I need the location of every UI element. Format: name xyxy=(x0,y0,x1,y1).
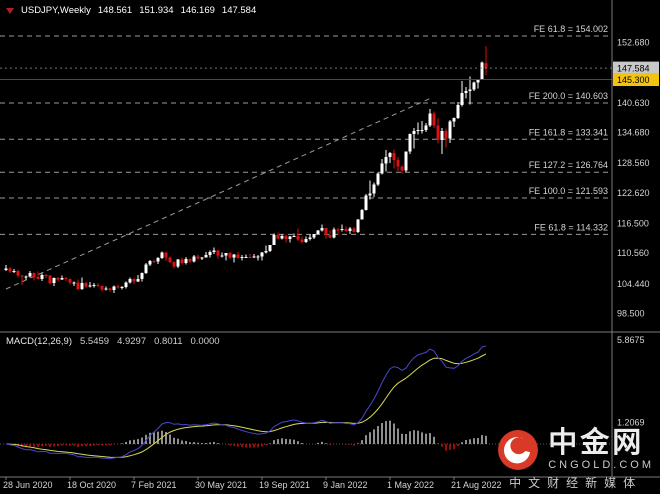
time-axis-label: 18 Oct 2020 xyxy=(67,480,116,490)
time-axis-label: 21 Aug 2022 xyxy=(451,480,502,490)
watermark-title: 中金网 xyxy=(548,427,645,460)
trendline[interactable] xyxy=(5,98,431,290)
macd-axis-label: 5.8675 xyxy=(617,335,645,345)
price-axis-label: 116.500 xyxy=(617,219,649,229)
price-axis[interactable]: 152.680 140.630 134.680 128.560 122.620 116.5… xyxy=(613,38,659,428)
watermark-tagline: 中文财经新媒体 xyxy=(509,476,643,490)
fib-label: FE 127.2 = 126.764 xyxy=(529,160,608,170)
ohlc-low: 146.169 xyxy=(180,5,215,16)
ohlc-close: 147.584 xyxy=(221,5,257,16)
time-axis-label: 1 May 2022 xyxy=(387,480,434,490)
price-axis-label: 134.680 xyxy=(617,128,650,138)
level-price-box xyxy=(613,73,659,87)
price-axis-label: 110.560 xyxy=(617,248,649,258)
macd-title: MACD(12,26,9) xyxy=(6,336,72,347)
macd-value-zero: 0.0000 xyxy=(190,336,220,347)
svg-text:147.584: 147.584 xyxy=(617,64,650,74)
price-axis-label: 98.500 xyxy=(617,309,645,319)
price-axis-label: 152.680 xyxy=(617,38,650,48)
svg-text:145.300: 145.300 xyxy=(617,75,650,85)
macd-value-signal: 4.9297 xyxy=(117,336,147,347)
price-axis-label: 140.630 xyxy=(617,98,650,108)
macd-value-main: 5.5459 xyxy=(80,336,110,347)
macd-signal-line xyxy=(5,353,487,458)
fib-label: FE 100.0 = 121.593 xyxy=(529,186,608,196)
symbol-label: USDJPY,Weekly xyxy=(21,5,91,16)
current-price-box xyxy=(613,61,659,75)
fib-levels: FE 61.8 = 154.002 FE 200.0 = 140.603 FE 16… xyxy=(0,24,612,235)
ohlc-open: 148.561 xyxy=(97,5,133,16)
price-axis-label: 128.560 xyxy=(617,158,650,168)
time-axis-label: 19 Sep 2021 xyxy=(259,480,310,490)
macd-info-bar: MACD(12,26,9) 5.5459 4.9297 0.8011 0.000… xyxy=(6,336,220,347)
watermark-domain: CNGOLD.COM xyxy=(548,458,654,471)
cngold-logo-icon xyxy=(498,430,539,470)
watermark: 中金网 CNGOLD.COM 中文财经新媒体 xyxy=(497,429,654,491)
time-axis-label: 7 Feb 2021 xyxy=(131,480,177,490)
time-axis-label: 30 May 2021 xyxy=(195,480,247,490)
ohlc-high: 151.934 xyxy=(139,5,174,16)
macd-axis-label: 1.2069 xyxy=(617,418,645,428)
time-axis-label: 9 Jan 2022 xyxy=(323,480,368,490)
collapse-triangle-icon[interactable] xyxy=(6,7,14,14)
fib-label: FE 200.0 = 140.603 xyxy=(529,91,608,101)
macd-value-hist: 0.8011 xyxy=(154,336,183,347)
time-axis[interactable]: 28 Jun 2020 18 Oct 2020 7 Feb 2021 30 May 2… xyxy=(3,477,502,490)
candles xyxy=(4,46,488,293)
fib-label: FE 61.8 = 154.002 xyxy=(534,24,608,34)
price-axis-label: 122.620 xyxy=(617,188,650,198)
time-axis-label: 28 Jun 2020 xyxy=(3,480,53,490)
fib-label: FE 61.8 = 114.332 xyxy=(534,222,608,232)
symbol-info-bar: USDJPY,Weekly 148.561 151.934 146.169 14… xyxy=(6,5,256,16)
price-axis-label: 104.440 xyxy=(617,279,650,289)
fib-label: FE 161.8 = 133.341 xyxy=(529,127,608,137)
macd-main-line xyxy=(5,345,487,460)
